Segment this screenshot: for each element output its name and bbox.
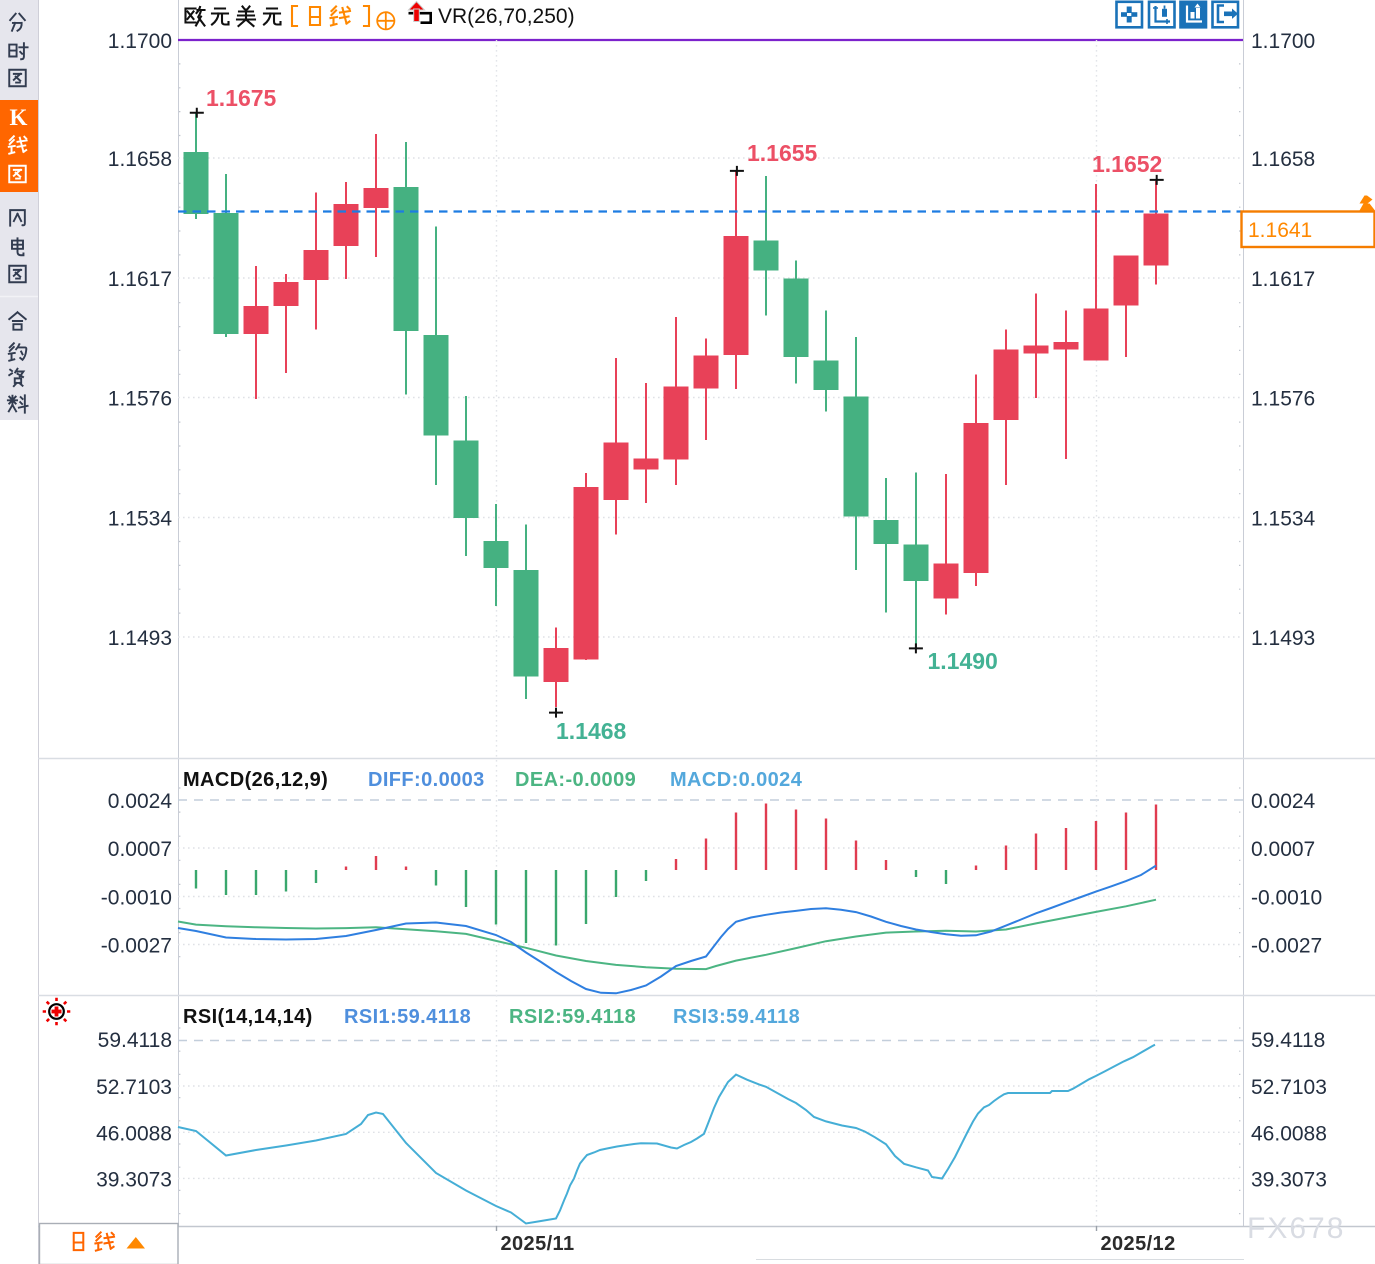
- svg-text:1.1534: 1.1534: [1251, 508, 1316, 531]
- svg-text:RSI(14,14,14): RSI(14,14,14): [183, 1006, 313, 1028]
- svg-text:1.1468: 1.1468: [556, 718, 627, 744]
- svg-text:2025/11: 2025/11: [501, 1233, 575, 1255]
- svg-text:59.4118: 59.4118: [1251, 1029, 1325, 1052]
- svg-text:0.0024: 0.0024: [108, 790, 173, 813]
- svg-text:-0.0010: -0.0010: [101, 887, 172, 910]
- svg-text:1.1576: 1.1576: [1251, 388, 1315, 411]
- svg-text:46.0088: 46.0088: [96, 1122, 172, 1145]
- svg-text:K: K: [10, 105, 28, 130]
- svg-text:-0.0027: -0.0027: [101, 935, 172, 958]
- svg-text:1.1576: 1.1576: [108, 388, 172, 411]
- svg-text:MACD:0.0024: MACD:0.0024: [670, 769, 803, 791]
- svg-text:1.1534: 1.1534: [108, 508, 173, 531]
- svg-text:RSI3:59.4118: RSI3:59.4118: [673, 1006, 800, 1028]
- svg-text:52.7103: 52.7103: [1251, 1076, 1327, 1099]
- svg-text:VR(26,70,250): VR(26,70,250): [438, 5, 575, 28]
- svg-text:1.1700: 1.1700: [108, 30, 172, 53]
- svg-text:39.3073: 39.3073: [96, 1168, 172, 1191]
- svg-text:46.0088: 46.0088: [1251, 1122, 1327, 1145]
- svg-text:RSI2:59.4118: RSI2:59.4118: [509, 1006, 636, 1028]
- svg-text:2025/12: 2025/12: [1101, 1233, 1176, 1255]
- svg-text:1.1658: 1.1658: [1251, 148, 1315, 171]
- svg-text:1.1655: 1.1655: [747, 140, 818, 166]
- svg-text:39.3073: 39.3073: [1251, 1168, 1327, 1191]
- svg-text:-0.0010: -0.0010: [1251, 887, 1322, 910]
- svg-text:0.0024: 0.0024: [1251, 790, 1316, 813]
- svg-text:0.0007: 0.0007: [108, 838, 172, 861]
- svg-text:1.1658: 1.1658: [108, 148, 172, 171]
- svg-text:1.1617: 1.1617: [1251, 268, 1315, 291]
- svg-text:-0.0027: -0.0027: [1251, 935, 1322, 958]
- svg-text:RSI1:59.4118: RSI1:59.4118: [344, 1006, 471, 1028]
- svg-text:DIFF:0.0003: DIFF:0.0003: [368, 769, 485, 791]
- svg-text:0.0007: 0.0007: [1251, 838, 1315, 861]
- svg-text:1.1652: 1.1652: [1092, 151, 1162, 177]
- svg-text:DEA:-0.0009: DEA:-0.0009: [515, 769, 636, 791]
- svg-text:1.1490: 1.1490: [928, 648, 998, 674]
- svg-text:1.1493: 1.1493: [108, 627, 172, 650]
- svg-text:MACD(26,12,9): MACD(26,12,9): [183, 769, 328, 791]
- svg-text:52.7103: 52.7103: [96, 1076, 172, 1099]
- svg-text:1.1617: 1.1617: [108, 268, 172, 291]
- svg-text:59.4118: 59.4118: [98, 1029, 172, 1052]
- svg-text:1.1493: 1.1493: [1251, 627, 1315, 650]
- svg-text:1.1675: 1.1675: [206, 85, 277, 111]
- svg-text:1.1700: 1.1700: [1251, 30, 1315, 53]
- svg-text:1.1641: 1.1641: [1248, 219, 1312, 242]
- svg-text:FX678: FX678: [1247, 1212, 1345, 1245]
